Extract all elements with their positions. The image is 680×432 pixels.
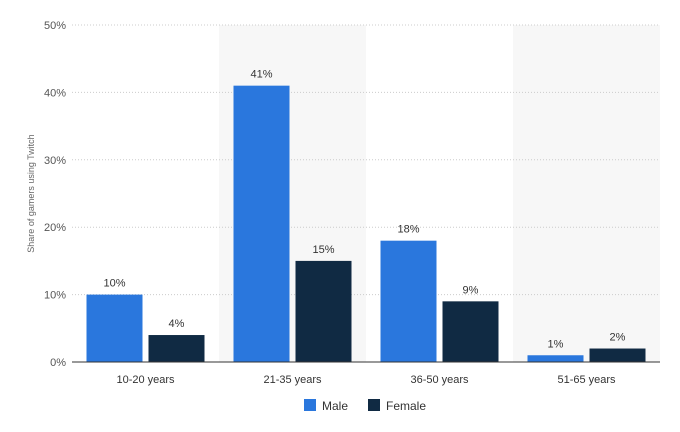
data-label: 10% — [103, 278, 125, 290]
y-tick-label: 40% — [44, 87, 66, 99]
bar-male-2[interactable] — [380, 240, 437, 362]
x-tick-label: 51-65 years — [557, 374, 616, 386]
x-tick-label: 36-50 years — [410, 374, 469, 386]
bars — [86, 85, 646, 362]
data-label: 18% — [397, 224, 419, 236]
gridlines — [72, 24, 660, 296]
bar-female-1[interactable] — [295, 260, 352, 362]
data-label: 15% — [312, 244, 334, 256]
bar-female-2[interactable] — [442, 301, 499, 362]
category-band — [513, 25, 660, 362]
y-tick-label: 0% — [50, 357, 66, 369]
bar-female-3[interactable] — [589, 348, 646, 362]
data-label: 9% — [463, 284, 479, 296]
data-label: 4% — [169, 318, 185, 330]
legend-item-male[interactable]: Male — [304, 399, 348, 413]
bar-male-1[interactable] — [233, 85, 290, 362]
y-tick-label: 10% — [44, 290, 66, 302]
x-tick-label: 10-20 years — [116, 374, 175, 386]
bar-male-0[interactable] — [86, 294, 143, 362]
y-tick-label: 20% — [44, 222, 66, 234]
y-axis-label: Share of gamers using Twitch — [26, 134, 36, 252]
y-axis-ticks: 0% 10% 20% 30% 40% 50% — [44, 20, 66, 369]
data-labels: 10% 4% 41% 15% 18% 9% 1% 2% — [103, 69, 625, 351]
data-label: 2% — [610, 332, 626, 344]
data-label: 41% — [250, 69, 272, 81]
legend-label: Male — [322, 399, 348, 413]
bar-male-3[interactable] — [527, 355, 584, 362]
legend-item-female[interactable]: Female — [368, 399, 426, 413]
legend: Male Female — [304, 399, 426, 413]
legend-label: Female — [386, 399, 426, 413]
x-tick-label: 21-35 years — [263, 374, 322, 386]
x-axis-ticks: 10-20 years 21-35 years 36-50 years 51-65 y… — [116, 374, 616, 386]
legend-swatch — [304, 399, 316, 411]
y-tick-label: 30% — [44, 155, 66, 167]
y-tick-label: 50% — [44, 20, 66, 32]
bar-female-0[interactable] — [148, 335, 205, 362]
legend-swatch — [368, 399, 380, 411]
data-label: 1% — [548, 338, 564, 350]
